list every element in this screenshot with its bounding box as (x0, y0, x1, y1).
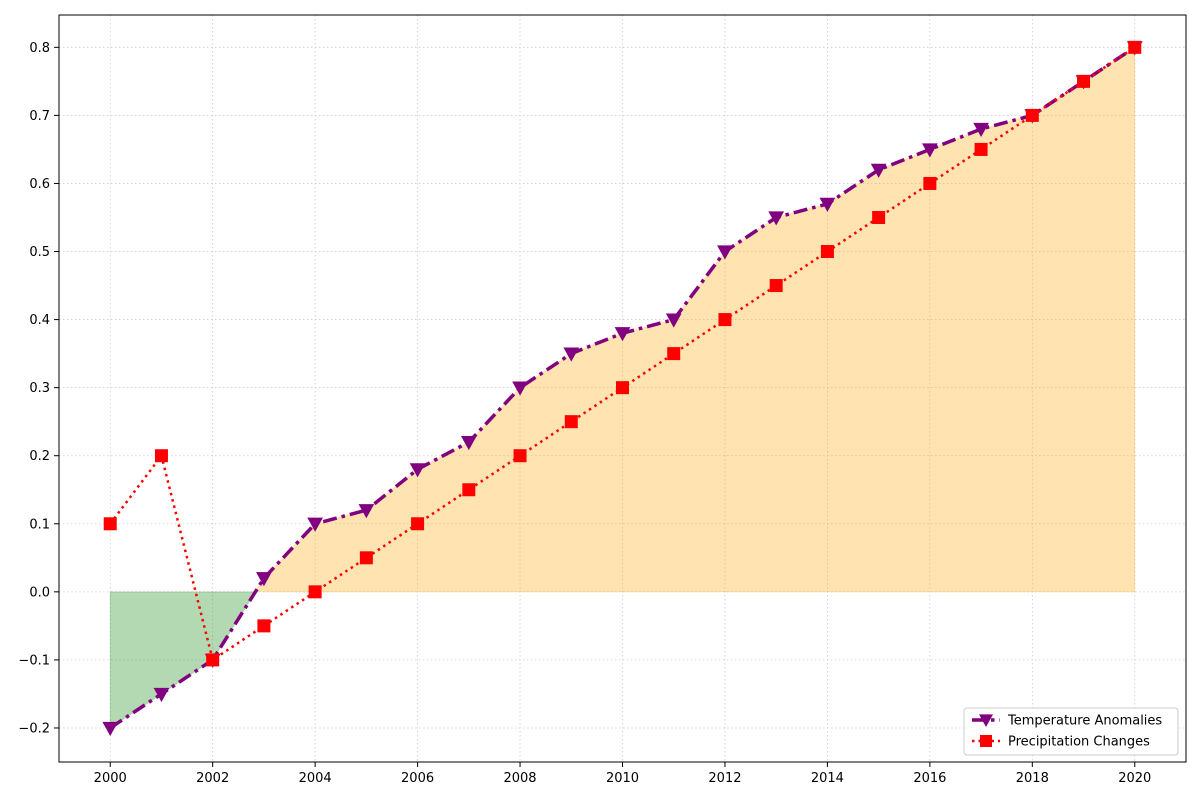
temperature-point (512, 381, 528, 396)
temperature-point (460, 436, 477, 451)
precipitation-point (513, 449, 527, 463)
precipitation-point (462, 483, 476, 497)
precipitation-point (564, 415, 578, 429)
x-tick-label: 2018 (1016, 771, 1049, 786)
temperature-point (358, 504, 375, 519)
y-tick-label: −0.1 (18, 653, 50, 668)
y-tick-label: 0.6 (29, 177, 50, 192)
x-tick-label: 2010 (606, 771, 639, 786)
precipitation-point (718, 313, 732, 327)
y-tick-label: 0.5 (29, 245, 50, 260)
legend-marker-0 (979, 714, 993, 727)
precipitation-point (923, 176, 937, 190)
temperature-point (614, 327, 631, 342)
x-tick-label: 2020 (1118, 771, 1151, 786)
x-tick-label: 2008 (503, 771, 536, 786)
y-tick-label: 0.3 (29, 381, 50, 396)
precipitation-point (359, 551, 373, 565)
area-fills (109, 46, 1136, 729)
temperature-point (563, 347, 580, 362)
x-tick-label: 2002 (196, 771, 229, 786)
precipitation-point (820, 245, 834, 259)
legend-box (963, 707, 1179, 756)
legend-label-0: Temperature Anomalies (1007, 714, 1162, 729)
x-tick-label: 2016 (913, 771, 946, 786)
x-axis: 2000 2002 2004 2006 2008 2010 2012 2014 2016 2018… (94, 762, 1151, 786)
precipitation-point (103, 517, 117, 531)
y-tick-label: 0.2 (29, 449, 50, 464)
temperature-point (665, 313, 682, 328)
precipitation-point (411, 517, 425, 531)
y-tick-label: 0.7 (29, 109, 50, 124)
precipitation-point (257, 619, 271, 633)
x-tick-label: 2012 (708, 771, 741, 786)
temperature-point (102, 721, 119, 736)
precipitation-point (1128, 40, 1142, 54)
y-tick-label: 0.4 (29, 313, 50, 328)
temperature-point (256, 572, 272, 587)
x-tick-label: 2006 (401, 771, 434, 786)
x-tick-label: 2000 (94, 771, 127, 786)
temperature-point (973, 122, 989, 138)
temperature-point (307, 517, 323, 532)
precipitation-point (206, 653, 220, 667)
precipitation-point (1077, 74, 1091, 88)
precipitation-point (1025, 108, 1039, 122)
x-tick-label: 2004 (299, 771, 332, 786)
temperature-point (409, 463, 426, 478)
legend-marker-1 (980, 735, 992, 747)
precipitation-point (667, 347, 681, 361)
precipitation-point (154, 449, 168, 463)
series-markers (102, 40, 1143, 736)
precipitation-point (308, 585, 322, 599)
temperature-point (870, 163, 887, 178)
temperature-point (717, 245, 733, 260)
precipitation-point (974, 142, 988, 156)
legend-label-1: Precipitation Changes (1008, 735, 1150, 750)
legend: Temperature Anomalies Precipitation Chang… (963, 707, 1179, 756)
temperature-point (819, 197, 836, 212)
precipitation-point (769, 279, 783, 293)
temperature-point (153, 687, 170, 702)
y-axis: −0.2 −0.1 0.0 0.1 0.2 0.3 0.4 0.5 0.6 0.7 0.8 (18, 41, 59, 736)
precipitation-point (616, 381, 629, 395)
precipitation-point (872, 210, 886, 224)
y-tick-label: 0.0 (29, 585, 50, 600)
temperature-point (768, 211, 785, 226)
temperature-point (922, 143, 938, 158)
y-tick-label: −0.2 (18, 721, 50, 736)
y-tick-label: 0.1 (29, 517, 50, 532)
x-tick-label: 2014 (811, 771, 844, 786)
y-tick-label: 0.8 (29, 41, 50, 56)
